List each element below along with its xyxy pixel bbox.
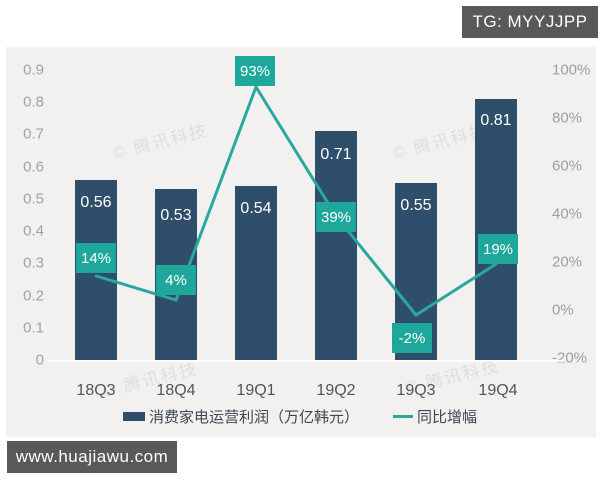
bar-value-label: 0.81 bbox=[480, 112, 512, 129]
right-axis-tick: 100% bbox=[552, 61, 591, 79]
left-axis-tick: 0.2 bbox=[23, 287, 44, 305]
left-axis-tick: 0.5 bbox=[23, 190, 44, 208]
x-axis-baseline bbox=[48, 360, 564, 362]
legend: 消费家电运营利润（万亿韩元） 同比增幅 bbox=[0, 406, 600, 427]
left-axis-tick: 0 bbox=[35, 351, 44, 369]
left-axis-tick: 0.3 bbox=[23, 254, 44, 272]
legend-item-bar: 消费家电运营利润（万亿韩元） bbox=[122, 406, 359, 427]
right-axis-tick: 40% bbox=[552, 205, 583, 223]
bar-series-swatch bbox=[122, 412, 145, 421]
line-label-19q2: 39% bbox=[316, 202, 356, 232]
bar-value-label: 0.53 bbox=[160, 207, 192, 224]
right-axis-tick: 20% bbox=[552, 253, 583, 271]
telegram-badge: TG: MYYJJPP bbox=[462, 6, 598, 38]
legend-line-label: 同比增幅 bbox=[417, 409, 478, 426]
right-axis-tick: 0% bbox=[552, 301, 574, 319]
bar-value-label: 0.56 bbox=[80, 194, 112, 211]
right-axis-tick: 60% bbox=[552, 157, 583, 175]
right-axis-tick: -20% bbox=[552, 349, 588, 367]
left-axis-tick: 0.8 bbox=[23, 93, 44, 111]
bar-value-label: 0.54 bbox=[240, 200, 272, 217]
website-badge: www.huajiawu.com bbox=[7, 441, 177, 473]
category-label: 19Q4 bbox=[478, 382, 518, 399]
legend-bar-label: 消费家电运营利润（万亿韩元） bbox=[148, 409, 359, 426]
category-label: 19Q1 bbox=[236, 382, 276, 399]
category-label: 18Q3 bbox=[76, 382, 116, 399]
line-label-19q4: 19% bbox=[478, 234, 518, 264]
bar-19q4 bbox=[475, 99, 517, 360]
bar-value-label: 0.55 bbox=[400, 197, 432, 214]
left-axis-tick: 0.6 bbox=[23, 158, 44, 176]
line-label-18q3: 14% bbox=[76, 243, 116, 273]
category-label: 19Q2 bbox=[316, 382, 356, 399]
line-label-19q1: 93% bbox=[235, 56, 275, 86]
category-label: 18Q4 bbox=[156, 382, 196, 399]
left-axis-tick: 0.1 bbox=[23, 319, 44, 337]
category-label: 19Q3 bbox=[396, 382, 436, 399]
line-label-19q3: -2% bbox=[392, 323, 432, 353]
left-axis-tick: 0.9 bbox=[23, 61, 44, 79]
bar-19q1 bbox=[235, 186, 277, 360]
legend-item-line: 同比增幅 bbox=[393, 406, 477, 427]
line-series-swatch bbox=[393, 415, 413, 418]
right-axis-tick: 80% bbox=[552, 109, 583, 127]
bar-19q2 bbox=[315, 131, 357, 360]
bar-value-label: 0.71 bbox=[320, 146, 352, 163]
left-axis-tick: 0.7 bbox=[23, 125, 44, 143]
left-axis-tick: 0.4 bbox=[23, 222, 44, 240]
line-label-18q4: 4% bbox=[156, 265, 196, 295]
